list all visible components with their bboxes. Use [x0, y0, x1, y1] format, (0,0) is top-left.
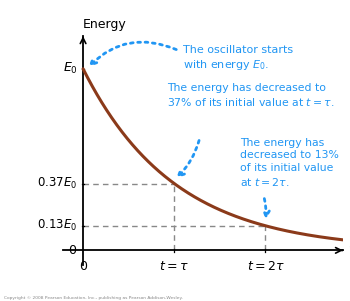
Text: $0$: $0$	[78, 260, 88, 273]
Text: $t = 2\tau$: $t = 2\tau$	[247, 260, 284, 273]
Text: $t$: $t$	[348, 243, 350, 257]
Text: $t = \tau$: $t = \tau$	[159, 260, 189, 273]
Text: The energy has decreased to
37% of its initial value at $t = \tau$.: The energy has decreased to 37% of its i…	[167, 83, 334, 108]
Text: The oscillator starts
with energy $E_0$.: The oscillator starts with energy $E_0$.	[183, 45, 294, 72]
Text: The energy has
decreased to 13%
of its initial value
at $t = 2\tau$.: The energy has decreased to 13% of its i…	[240, 138, 339, 188]
Text: Copyright © 2008 Pearson Education, Inc., publishing as Pearson Addison-Wesley.: Copyright © 2008 Pearson Education, Inc.…	[4, 296, 182, 300]
Text: $0$: $0$	[69, 244, 78, 257]
Text: $E_0$: $E_0$	[63, 61, 78, 76]
Text: $0.13E_0$: $0.13E_0$	[37, 218, 78, 233]
Text: Energy: Energy	[83, 18, 127, 31]
Text: $0.37E_0$: $0.37E_0$	[37, 176, 78, 191]
